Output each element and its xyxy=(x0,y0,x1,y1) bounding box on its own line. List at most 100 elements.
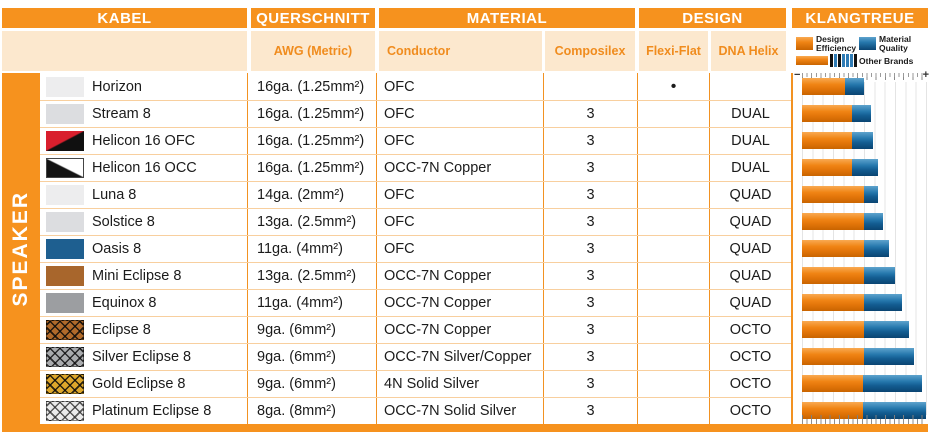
awg-cell: 16ga. (1.25mm²) xyxy=(248,155,377,181)
material-quality-bar xyxy=(845,78,864,95)
chart-bar-row xyxy=(802,127,927,154)
flexi-flat-cell xyxy=(638,371,710,397)
conductor-cell: OCC-7N Copper xyxy=(377,263,544,289)
material-quality-bar xyxy=(864,348,914,365)
composilex-cell: 3 xyxy=(544,128,638,154)
cable-color-swatch xyxy=(46,185,84,205)
table-body: SPEAKER Horizon 16ga. (1.25mm²) OFC • St… xyxy=(2,69,929,424)
dna-helix-cell: QUAD xyxy=(729,187,772,203)
design-efficiency-bar xyxy=(802,267,864,284)
chart-bar-row xyxy=(802,343,927,370)
dna-helix-cell xyxy=(710,73,791,100)
chart-bar-row xyxy=(802,262,927,289)
dna-helix-cell: QUAD xyxy=(729,268,772,284)
dna-helix-cell: QUAD xyxy=(729,295,772,311)
composilex-cell: 3 xyxy=(544,155,638,181)
composilex-cell: 3 xyxy=(544,263,638,289)
composilex-cell: 3 xyxy=(544,371,638,397)
awg-cell: 11ga. (4mm²) xyxy=(248,290,377,316)
flexi-flat-cell xyxy=(638,209,710,235)
material-quality-bar xyxy=(864,186,878,203)
conductor-cell: 4N Solid Silver xyxy=(377,371,544,397)
header-row: KABEL QUERSCHNITT MATERIAL DESIGN KLANGT… xyxy=(2,8,928,28)
dna-helix-cell: OCTO xyxy=(729,403,772,419)
material-quality-bar xyxy=(864,321,909,338)
composilex-cell: 3 xyxy=(544,317,638,343)
flexi-flat-cell xyxy=(638,101,710,127)
cable-name: Mini Eclipse 8 xyxy=(92,268,182,284)
table-row: Luna 8 14ga. (2mm²) OFC 3 QUAD xyxy=(40,181,791,208)
material-quality-bar xyxy=(864,267,895,284)
dna-helix-cell: OCTO xyxy=(729,349,772,365)
flexi-flat-cell xyxy=(638,182,710,208)
subheader-kabel-blank xyxy=(2,31,247,71)
cable-color-swatch xyxy=(46,158,84,178)
flexi-flat-cell xyxy=(638,398,710,424)
material-quality-bar xyxy=(862,375,923,392)
scale-plus-sign: + xyxy=(922,69,929,81)
dna-helix-cell: DUAL xyxy=(731,106,770,122)
chart-bar-row xyxy=(802,181,927,208)
table-row: Helicon 16 OFC 16ga. (1.25mm²) OFC 3 DUA… xyxy=(40,127,791,154)
flexi-flat-cell: • xyxy=(638,73,710,100)
scale-ticks-icon xyxy=(802,73,925,82)
cable-cell: Eclipse 8 xyxy=(40,317,248,343)
other-brands-bar-icon xyxy=(796,56,828,66)
other-brands-label: Other Brands xyxy=(859,55,914,66)
composilex-cell: 3 xyxy=(544,236,638,262)
cable-name: Helicon 16 OFC xyxy=(92,133,196,149)
composilex-cell: 3 xyxy=(544,398,638,424)
header-kabel: KABEL xyxy=(2,8,247,28)
cable-cell: Horizon xyxy=(40,73,248,100)
conductor-cell: OCC-7N Solid Silver xyxy=(377,398,544,424)
cable-color-swatch xyxy=(46,131,84,151)
subheader-awg: AWG (Metric) xyxy=(251,31,375,71)
chart-bar-row xyxy=(802,208,927,235)
dna-helix-cell: OCTO xyxy=(729,376,772,392)
flexi-flat-cell xyxy=(638,290,710,316)
conductor-cell: OCC-7N Copper xyxy=(377,317,544,343)
conductor-cell: OFC xyxy=(377,128,544,154)
awg-cell: 16ga. (1.25mm²) xyxy=(248,101,377,127)
design-efficiency-swatch-icon xyxy=(796,37,813,50)
table-row: Helicon 16 OCC 16ga. (1.25mm²) OCC-7N Co… xyxy=(40,154,791,181)
cable-cell: Oasis 8 xyxy=(40,236,248,262)
cable-color-swatch xyxy=(46,320,84,340)
chart-bar-row xyxy=(802,316,927,343)
cable-name: Platinum Eclipse 8 xyxy=(92,403,212,419)
cable-cell: Helicon 16 OCC xyxy=(40,155,248,181)
table-row: Stream 8 16ga. (1.25mm²) OFC 3 DUAL xyxy=(40,100,791,127)
awg-cell: 16ga. (1.25mm²) xyxy=(248,73,377,100)
cable-cell: Helicon 16 OFC xyxy=(40,128,248,154)
awg-cell: 9ga. (6mm²) xyxy=(248,317,377,343)
cable-color-swatch xyxy=(46,266,84,286)
chart-bar-row xyxy=(802,397,927,424)
composilex-cell: 3 xyxy=(544,101,638,127)
material-quality-bar xyxy=(864,213,883,230)
flexi-flat-cell xyxy=(638,344,710,370)
flexi-flat-cell xyxy=(638,317,710,343)
design-efficiency-bar xyxy=(802,159,852,176)
material-quality-label: Material Quality xyxy=(879,33,912,53)
chart-bar-row xyxy=(802,100,927,127)
dna-helix-cell: OCTO xyxy=(729,322,772,338)
awg-cell: 14ga. (2mm²) xyxy=(248,182,377,208)
material-quality-bar xyxy=(864,294,903,311)
chart-legend: Design Efficiency Material Quality Other… xyxy=(792,31,928,71)
table-row: Platinum Eclipse 8 8ga. (8mm²) OCC-7N So… xyxy=(40,397,791,424)
design-efficiency-bar xyxy=(802,294,864,311)
dna-helix-cell: DUAL xyxy=(731,133,770,149)
design-efficiency-bar xyxy=(802,213,864,230)
chart-bar-row xyxy=(802,154,927,181)
cable-name: Eclipse 8 xyxy=(92,322,151,338)
conductor-cell: OFC xyxy=(377,182,544,208)
awg-cell: 8ga. (8mm²) xyxy=(248,398,377,424)
table-row: Equinox 8 11ga. (4mm²) OCC-7N Copper 3 Q… xyxy=(40,289,791,316)
cable-color-swatch xyxy=(46,293,84,313)
scale-ticks-icon xyxy=(802,415,925,424)
legend-row-other-brands: Other Brands xyxy=(796,54,926,68)
other-brands-ticks-icon xyxy=(830,54,857,68)
cable-cell: Silver Eclipse 8 xyxy=(40,344,248,370)
table-row: Eclipse 8 9ga. (6mm²) OCC-7N Copper 3 OC… xyxy=(40,316,791,343)
subheader-dna-helix: DNA Helix xyxy=(711,31,786,71)
